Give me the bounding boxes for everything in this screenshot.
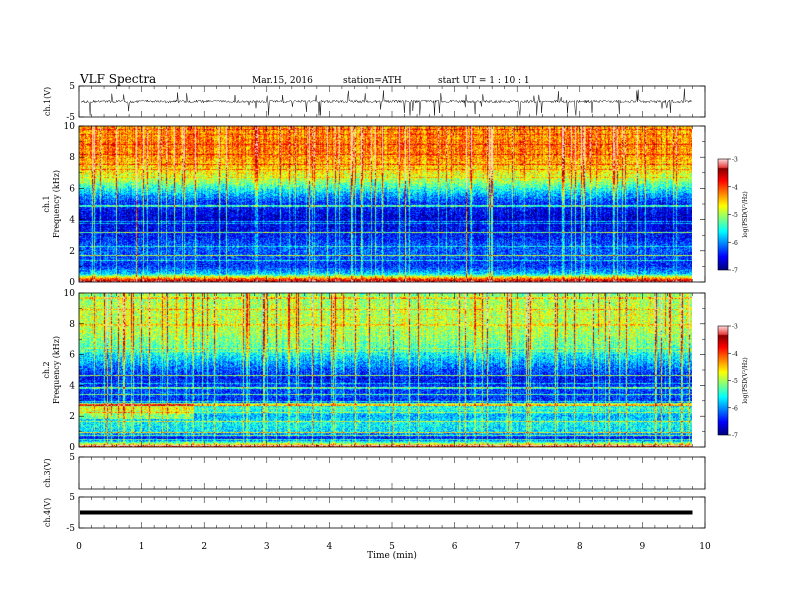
ch1-spectrogram-colorbar bbox=[718, 159, 728, 270]
ch4-waveform-ylabel: ch.4(V) bbox=[43, 498, 52, 527]
station-label: station=ATH bbox=[343, 76, 402, 86]
x-tick-label: 2 bbox=[201, 542, 207, 552]
y-tick-label: 6 bbox=[69, 184, 75, 194]
colorbar-tick-label: -4 bbox=[732, 184, 738, 191]
colorbar-tick-label: -4 bbox=[732, 351, 738, 358]
x-tick-label: 4 bbox=[327, 542, 333, 552]
ch1-spectrogram-image bbox=[79, 126, 692, 282]
date-label: Mar.15, 2016 bbox=[252, 76, 313, 86]
ch2-spectrogram-ylabel-channel: ch.2 bbox=[42, 361, 51, 378]
x-tick-label: 0 bbox=[76, 542, 82, 552]
x-tick-label: 3 bbox=[264, 542, 270, 552]
y-tick-label: 8 bbox=[69, 320, 75, 330]
colorbar-label: log(PSD(V²/Hz) bbox=[742, 357, 749, 404]
ch2-spectrogram-image bbox=[79, 293, 692, 447]
start-ut-label: start UT = 1 : 10 : 1 bbox=[438, 76, 530, 86]
colorbar-tick-label: -6 bbox=[732, 405, 738, 412]
x-tick-label: 5 bbox=[389, 542, 395, 552]
colorbar-tick-label: -3 bbox=[732, 324, 738, 331]
y-tick-label: 5 bbox=[69, 453, 75, 463]
colorbar-tick-label: -6 bbox=[732, 240, 738, 247]
y-tick-label: 0 bbox=[69, 278, 75, 288]
y-tick-label: 10 bbox=[64, 122, 76, 132]
colorbar-tick-label: -3 bbox=[732, 157, 738, 164]
x-tick-label: 1 bbox=[139, 542, 145, 552]
ch1-waveform-trace bbox=[80, 88, 693, 116]
colorbar-tick-label: -7 bbox=[732, 433, 738, 440]
x-tick-label: 10 bbox=[699, 542, 711, 552]
y-tick-label: 2 bbox=[69, 412, 75, 422]
colorbar-tick-label: -5 bbox=[732, 212, 738, 219]
y-tick-label: 4 bbox=[69, 216, 75, 226]
y-tick-label: 2 bbox=[69, 247, 75, 257]
y-tick-label: -5 bbox=[66, 524, 75, 534]
y-tick-label: 4 bbox=[69, 381, 75, 391]
colorbar-tick-label: -5 bbox=[732, 378, 738, 385]
colorbar-label: log(PSD(V²/Hz) bbox=[742, 191, 749, 238]
x-tick-label: 8 bbox=[577, 542, 583, 552]
y-tick-label: -5 bbox=[66, 113, 75, 123]
ch3-waveform-ylabel: ch.3(V) bbox=[43, 458, 52, 487]
y-tick-label: 0 bbox=[69, 443, 75, 453]
x-tick-label: 9 bbox=[640, 542, 646, 552]
ch1-spectrogram-ylabel-frequency: Frequency (kHz) bbox=[52, 170, 61, 238]
x-tick-label: 7 bbox=[514, 542, 520, 552]
ch2-spectrogram-colorbar bbox=[718, 326, 728, 435]
ch1-spectrogram-ylabel-channel: ch.1 bbox=[42, 195, 51, 212]
colorbar-tick-label: -7 bbox=[732, 268, 738, 275]
plot-title: VLF Spectra bbox=[80, 72, 157, 86]
x-tick-label: 6 bbox=[452, 542, 458, 552]
y-tick-label: 5 bbox=[69, 82, 75, 92]
x-axis-title: Time (min) bbox=[367, 550, 417, 561]
y-tick-label: 6 bbox=[69, 351, 75, 361]
ch2-spectrogram-ylabel-frequency: Frequency (kHz) bbox=[52, 336, 61, 404]
y-tick-label: 5 bbox=[69, 493, 75, 503]
y-tick-label: 10 bbox=[64, 289, 76, 299]
ch1-waveform-ylabel: ch.1(V) bbox=[43, 87, 52, 116]
y-tick-label: 8 bbox=[69, 153, 75, 163]
